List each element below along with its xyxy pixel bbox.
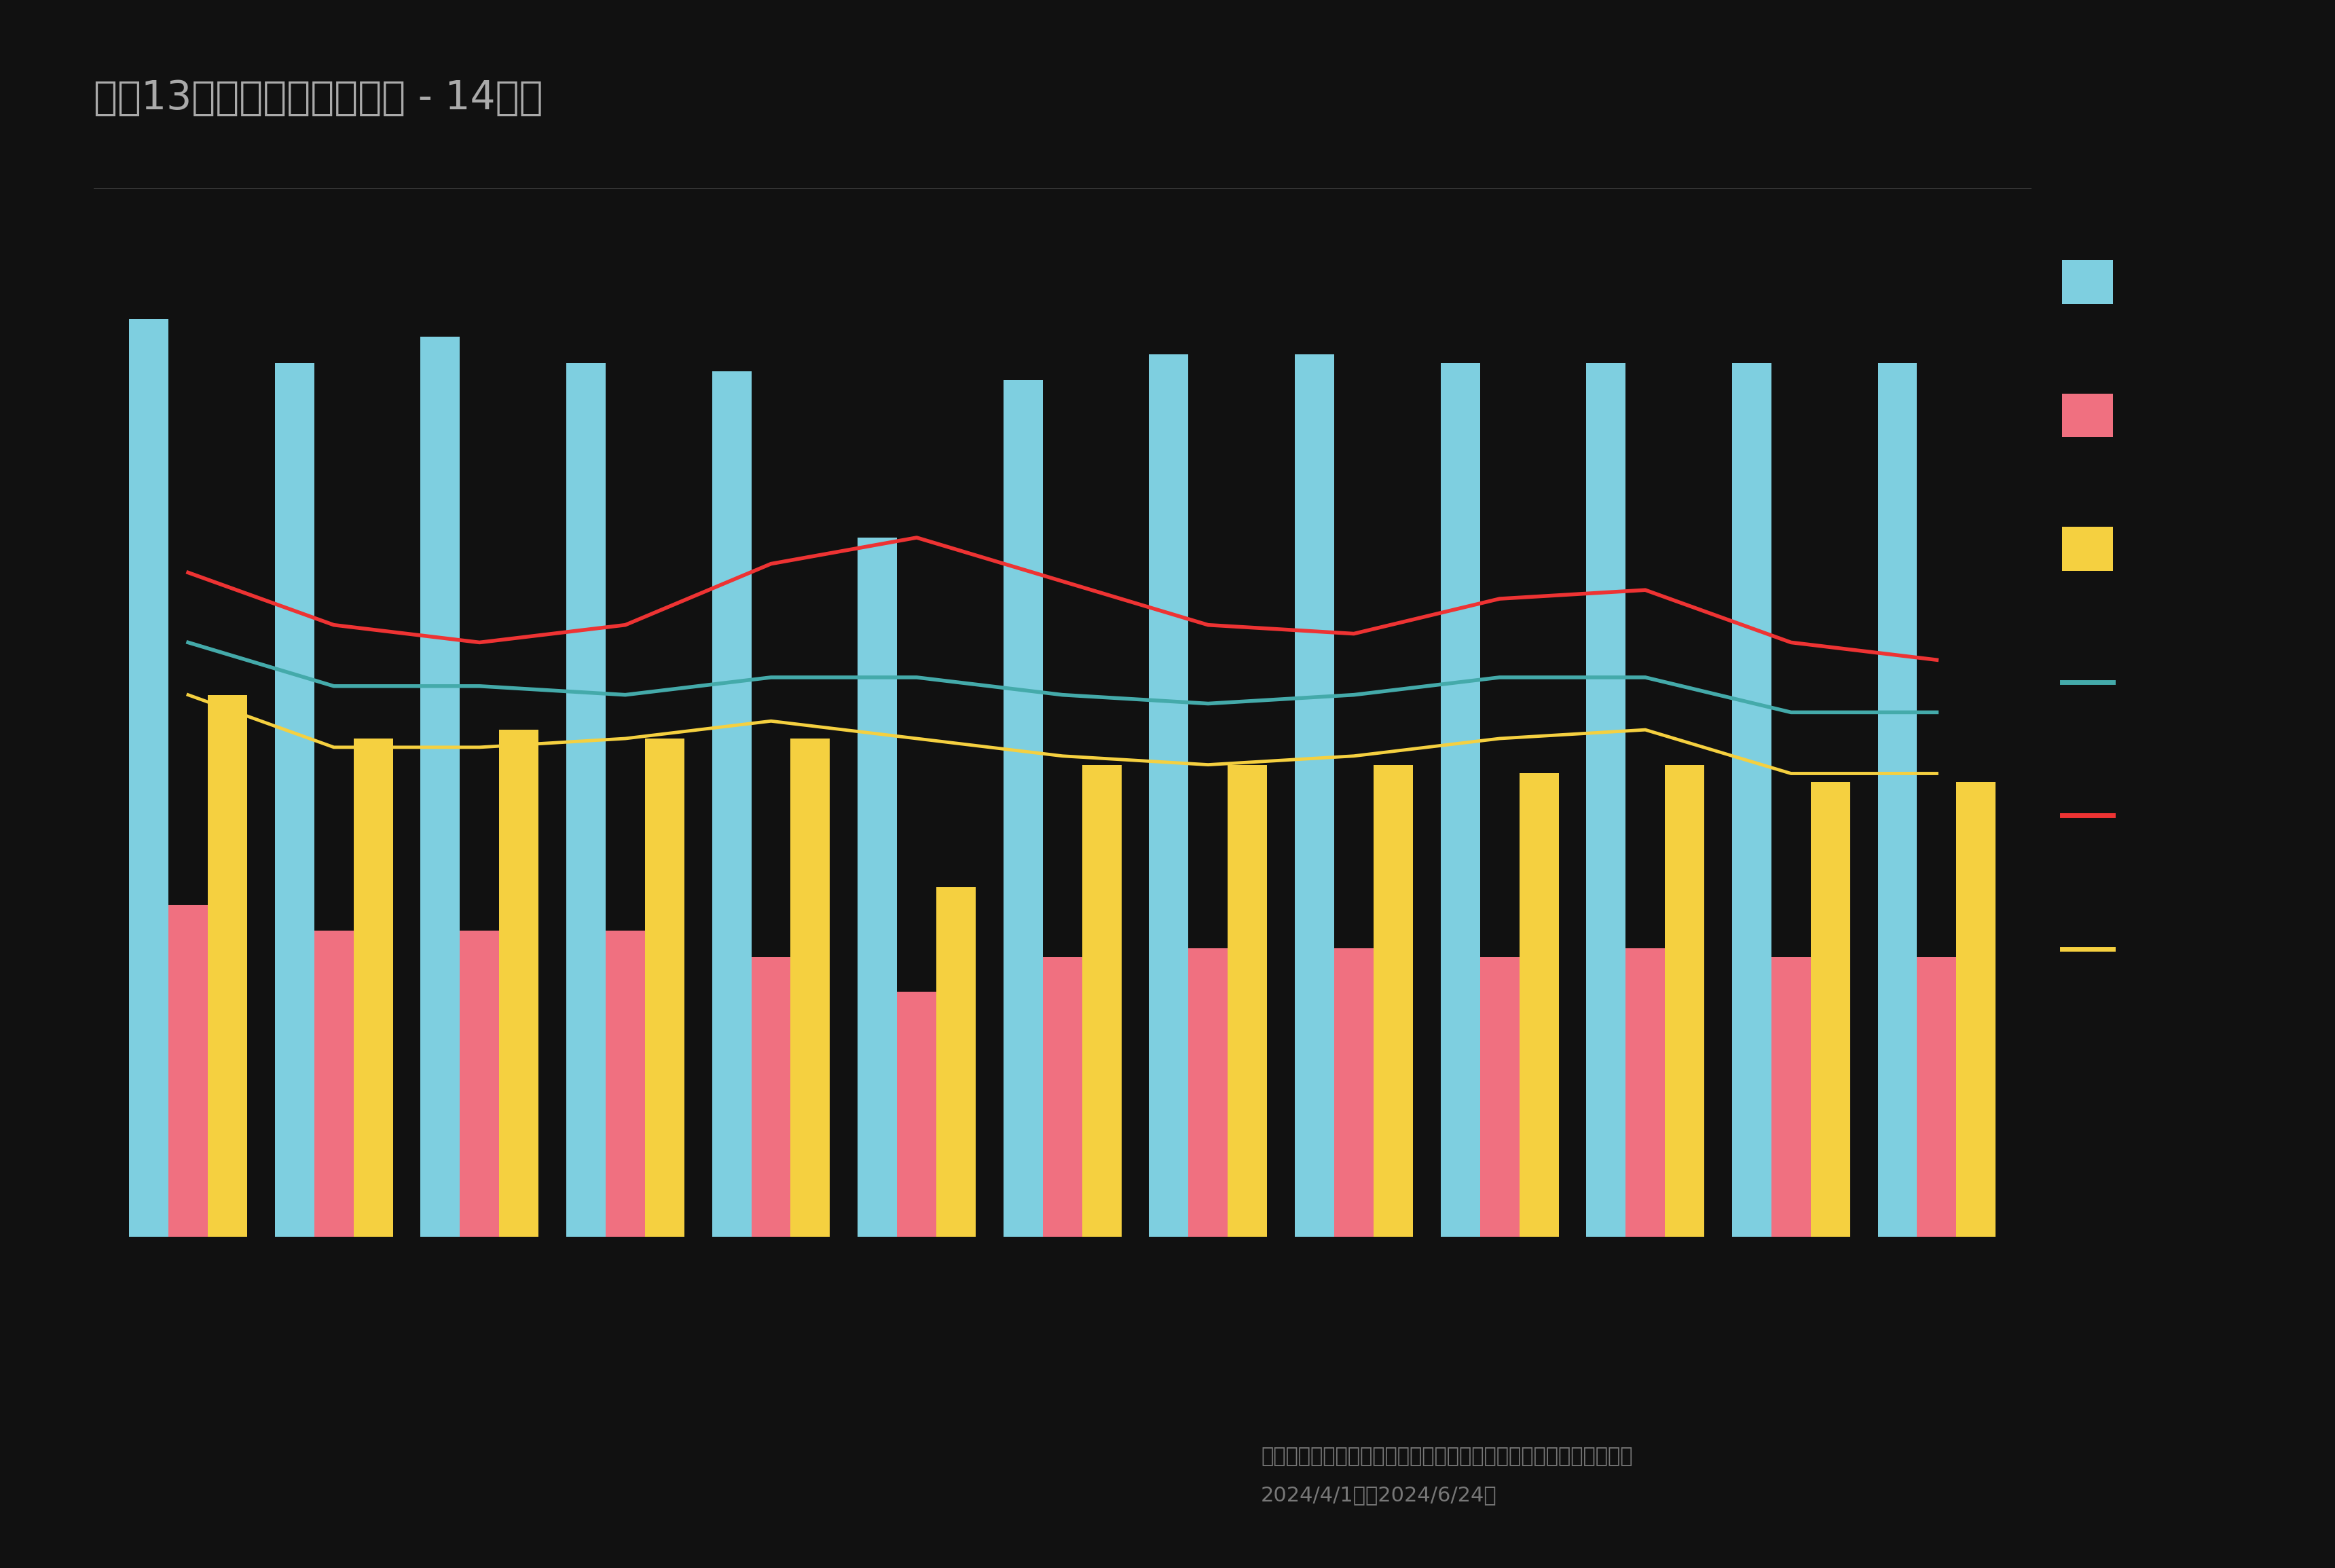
Bar	[1189, 949, 1228, 1237]
Bar	[1228, 765, 1268, 1237]
Bar	[792, 739, 829, 1237]
Bar	[1772, 956, 1810, 1237]
Text: 2024/4/1号～2024/6/24号: 2024/4/1号～2024/6/24号	[1261, 1485, 1497, 1505]
Bar	[276, 362, 315, 1237]
Bar	[315, 931, 353, 1237]
Bar	[1877, 362, 1917, 1237]
Bar	[128, 320, 168, 1237]
Text: データ：モバイル空間統計・国内人口分布統計（リアルタイム版）: データ：モバイル空間統計・国内人口分布統計（リアルタイム版）	[1261, 1446, 1632, 1466]
Bar	[1373, 765, 1413, 1237]
Bar	[353, 739, 392, 1237]
Bar	[1625, 949, 1665, 1237]
Bar	[1044, 956, 1081, 1237]
Bar	[1296, 354, 1333, 1237]
Bar	[1441, 362, 1480, 1237]
Text: 直近13週の人口推移　平日 - 14時台: 直近13週の人口推移 平日 - 14時台	[93, 78, 542, 118]
Bar	[1480, 956, 1520, 1237]
Bar	[1917, 956, 1957, 1237]
Bar	[712, 372, 752, 1237]
Bar	[567, 362, 605, 1237]
Bar	[1333, 949, 1373, 1237]
Bar	[1081, 765, 1121, 1237]
Bar	[857, 538, 897, 1237]
Bar	[936, 887, 976, 1237]
Bar	[752, 956, 792, 1237]
Bar	[1004, 381, 1044, 1237]
Bar	[168, 905, 208, 1237]
Bar	[605, 931, 644, 1237]
Bar	[420, 337, 460, 1237]
Bar	[1810, 782, 1849, 1237]
Bar	[644, 739, 684, 1237]
Bar	[460, 931, 500, 1237]
Bar	[1665, 765, 1705, 1237]
Bar	[1149, 354, 1189, 1237]
Bar	[1585, 362, 1625, 1237]
Bar	[208, 695, 248, 1237]
Bar	[1733, 362, 1772, 1237]
Bar	[1957, 782, 1996, 1237]
Bar	[897, 993, 936, 1237]
Bar	[500, 729, 539, 1237]
Bar	[1520, 773, 1557, 1237]
